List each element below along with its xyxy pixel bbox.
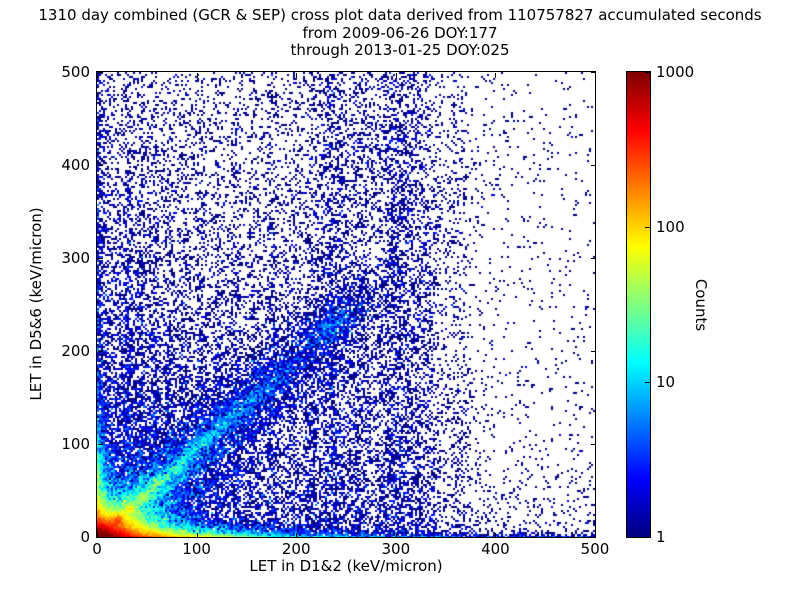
- chart-title-line2: from 2009-06-26 DOY:177: [302, 23, 498, 42]
- x-tick-label: 100: [182, 540, 211, 558]
- x-tick-label: 500: [580, 540, 610, 558]
- x-tick-bottom: [97, 533, 98, 538]
- chart-title: 1310 day combined (GCR & SEP) cross plot…: [0, 6, 800, 60]
- y-tick-label: 400: [61, 156, 90, 174]
- chart-title-line1: 1310 day combined (GCR & SEP) cross plot…: [38, 6, 762, 24]
- chart-title-line3: through 2013-01-25 DOY:025: [290, 41, 510, 59]
- y-tick-left: [98, 537, 103, 538]
- x-tick-bottom: [296, 533, 298, 538]
- y-tick-left: [98, 165, 103, 166]
- y-axis-label: LET in D5&6 (keV/micron): [27, 207, 45, 401]
- x-tick-label: 400: [481, 540, 510, 558]
- colorbar-tick-label: 1: [656, 528, 666, 546]
- scatter-density-canvas: [97, 72, 595, 537]
- y-tick-label: 200: [61, 342, 90, 360]
- colorbar-tick-label: 10: [656, 373, 676, 391]
- colorbar-tick: [645, 537, 650, 538]
- x-tick-top: [296, 73, 298, 78]
- colorbar-tick: [645, 227, 650, 228]
- y-tick-label: 500: [61, 63, 90, 81]
- colorbar-gradient-canvas: [627, 72, 650, 537]
- colorbar-tick: [645, 72, 650, 73]
- y-tick-label: 300: [61, 249, 90, 267]
- y-tick-right: [591, 258, 596, 259]
- x-tick-top: [495, 73, 497, 78]
- x-tick-top: [196, 73, 198, 78]
- x-tick-label: 200: [281, 540, 311, 558]
- x-tick-top: [97, 73, 98, 78]
- plot-area: [96, 71, 596, 538]
- colorbar-axis-label: Counts: [692, 278, 710, 332]
- y-tick-left: [98, 351, 103, 352]
- x-tick-top: [395, 73, 397, 78]
- x-tick-bottom: [395, 533, 397, 538]
- colorbar: [626, 71, 651, 538]
- y-tick-left: [98, 258, 103, 259]
- colorbar-tick-label: 1000: [656, 63, 695, 81]
- x-tick-bottom: [595, 533, 596, 538]
- y-tick-left: [98, 444, 103, 445]
- y-tick-right: [591, 444, 596, 445]
- y-tick-right: [591, 72, 596, 73]
- x-axis-label: LET in D1&2 (keV/micron): [249, 557, 443, 575]
- colorbar-tick: [645, 382, 650, 383]
- y-tick-right: [591, 165, 596, 166]
- y-tick-right: [591, 351, 596, 352]
- y-tick-label: 100: [61, 435, 90, 453]
- x-tick-label: 300: [381, 540, 411, 558]
- y-tick-left: [98, 72, 103, 73]
- x-tick-bottom: [196, 533, 198, 538]
- colorbar-tick-label: 100: [656, 218, 685, 236]
- x-tick-top: [595, 73, 596, 78]
- x-tick-label: 0: [92, 540, 102, 558]
- y-tick-right: [591, 537, 596, 538]
- x-tick-bottom: [495, 533, 497, 538]
- y-tick-label: 0: [80, 528, 90, 546]
